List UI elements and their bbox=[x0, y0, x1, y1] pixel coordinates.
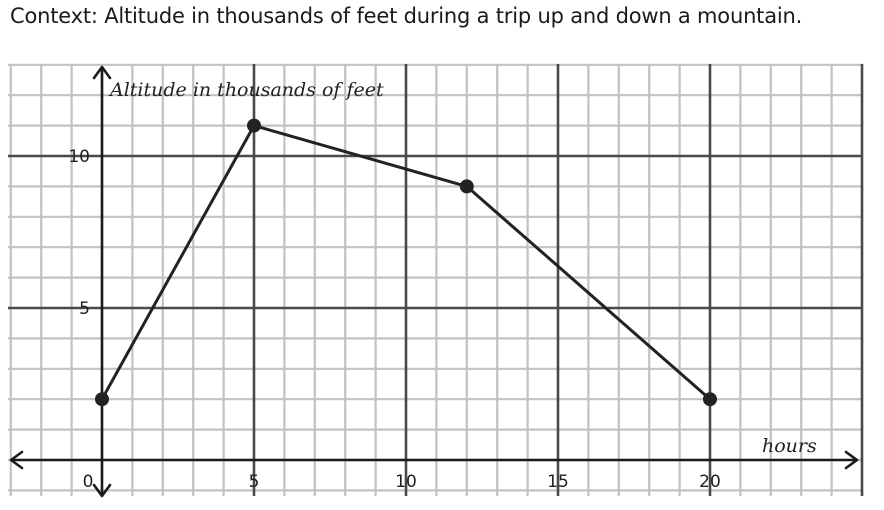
y-axis-arrow-up bbox=[92, 65, 112, 80]
x-axis-title: hours bbox=[762, 435, 817, 457]
x-axis-arrow-left bbox=[9, 450, 24, 470]
x-tick-label: 10 bbox=[395, 472, 417, 492]
minor-grid bbox=[8, 63, 862, 496]
y-tick-label: 5 bbox=[79, 299, 90, 319]
data-point bbox=[247, 118, 261, 133]
data-point bbox=[459, 179, 474, 194]
x-tick-label: 20 bbox=[699, 472, 721, 492]
context-caption: Context: Altitude in thousands of feet d… bbox=[10, 4, 803, 28]
x-tick-label: 15 bbox=[547, 472, 569, 492]
major-grid bbox=[8, 64, 864, 496]
x-axis-arrow-right bbox=[844, 450, 859, 470]
series bbox=[95, 118, 717, 407]
x-tick-label: 5 bbox=[249, 472, 260, 492]
y-tick-label: 10 bbox=[68, 147, 90, 167]
data-point bbox=[95, 392, 109, 407]
series-line bbox=[100, 124, 711, 401]
axes bbox=[9, 65, 859, 498]
y-axis-title: Altitude in thousands of feet bbox=[108, 79, 384, 101]
y-axis-arrow-down bbox=[92, 483, 112, 498]
data-point bbox=[703, 392, 717, 407]
tick-labels: 0 5 10 15 20 5 10 bbox=[68, 147, 720, 492]
x-tick-label: 0 bbox=[83, 472, 94, 492]
